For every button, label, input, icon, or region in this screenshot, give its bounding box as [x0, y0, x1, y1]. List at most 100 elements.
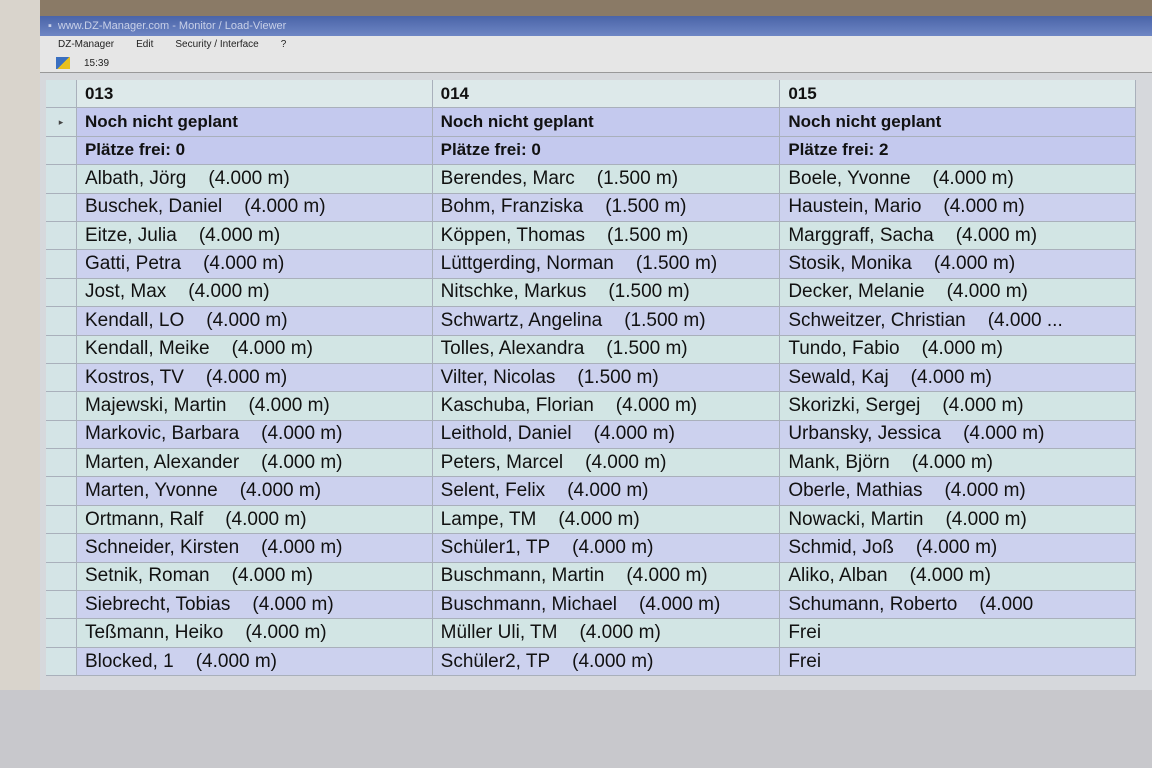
jumper-cell[interactable]: Tundo, Fabio (4.000 m)	[780, 335, 1136, 363]
row-header[interactable]	[46, 307, 77, 335]
jumper-name: Eitze, Julia	[84, 224, 177, 246]
table-row[interactable]: Teßmann, Heiko (4.000 m) Müller Uli, TM (4.…	[46, 619, 1136, 648]
jumper-cell[interactable]: Bohm, Franziska (1.500 m)	[432, 193, 781, 221]
jumper-cell[interactable]: Selent, Felix (4.000 m)	[432, 477, 781, 505]
table-row[interactable]: Setnik, Roman (4.000 m) Buschmann, Martin (…	[46, 562, 1136, 592]
table-row[interactable]: Albath, Jörg (4.000 m) Berendes, Marc (1.50…	[46, 165, 1136, 194]
jumper-cell[interactable]: Setnik, Roman (4.000 m)	[76, 562, 433, 591]
table-row[interactable]: Gatti, Petra (4.000 m) Lüttgerding, Norman…	[46, 250, 1136, 279]
jumper-cell[interactable]: Skorizki, Sergej (4.000 m)	[780, 392, 1136, 420]
jumper-cell[interactable]: Markovic, Barbara (4.000 m)	[76, 420, 433, 449]
table-row[interactable]: Buschek, Daniel (4.000 m) Bohm, Franziska (…	[46, 193, 1136, 222]
jumper-cell[interactable]: Eitze, Julia (4.000 m)	[76, 221, 433, 250]
jump-altitude: (1.500 m)	[605, 196, 687, 218]
jumper-cell[interactable]: Teßmann, Heiko (4.000 m)	[76, 619, 433, 647]
table-row[interactable]: Siebrecht, Tobias (4.000 m) Buschmann, Mic…	[46, 591, 1136, 620]
row-header[interactable]	[46, 562, 77, 591]
jumper-cell[interactable]: Kaschuba, Florian (4.000 m)	[432, 392, 781, 420]
jump-altitude: (4.000 m)	[593, 423, 675, 445]
row-header[interactable]	[46, 647, 77, 676]
row-header[interactable]	[46, 534, 77, 562]
row-header[interactable]	[46, 619, 77, 647]
jumper-cell[interactable]: Boele, Yvonne (4.000 m)	[780, 165, 1136, 193]
jumper-cell[interactable]: Blocked, 1 (4.000 m)	[76, 647, 433, 676]
jumper-cell[interactable]: Buschmann, Michael (4.000 m)	[432, 591, 781, 619]
jumper-cell[interactable]: Jost, Max (4.000 m)	[76, 278, 433, 307]
row-header[interactable]	[46, 420, 77, 449]
row-header[interactable]	[46, 449, 77, 477]
row-header[interactable]	[46, 477, 77, 505]
jumper-cell[interactable]: Frei	[780, 619, 1136, 647]
jumper-cell[interactable]: Berendes, Marc (1.500 m)	[432, 165, 781, 193]
menu-help[interactable]: ?	[280, 39, 287, 50]
table-row[interactable]: Jost, Max (4.000 m) Nitschke, Markus (1.500…	[46, 278, 1136, 308]
jumper-cell[interactable]: Sewald, Kaj (4.000 m)	[780, 363, 1136, 392]
toolbar: 15:39	[40, 54, 1152, 73]
jumper-cell[interactable]: Müller Uli, TM (4.000 m)	[432, 619, 781, 647]
table-row[interactable]: Eitze, Julia (4.000 m) Köppen, Thomas (1.50…	[46, 221, 1136, 251]
jumper-cell[interactable]: Kendall, LO (4.000 m)	[76, 307, 433, 335]
table-row[interactable]: Kostros, TV (4.000 m) Vilter, Nicolas (1.50…	[46, 363, 1136, 393]
settings-icon[interactable]	[56, 57, 70, 69]
row-header[interactable]	[46, 221, 77, 250]
jumper-cell[interactable]: Köppen, Thomas (1.500 m)	[432, 221, 781, 250]
jumper-cell[interactable]: Buschmann, Martin (4.000 m)	[432, 562, 781, 591]
row-header[interactable]	[46, 193, 77, 221]
jumper-cell[interactable]: Urbansky, Jessica (4.000 m)	[780, 420, 1136, 449]
jumper-cell[interactable]: Mank, Björn (4.000 m)	[780, 449, 1136, 477]
jumper-cell[interactable]: Aliko, Alban (4.000 m)	[780, 562, 1136, 591]
jumper-cell[interactable]: Ortmann, Ralf (4.000 m)	[76, 505, 433, 534]
jumper-cell[interactable]: Marggraff, Sacha (4.000 m)	[780, 221, 1136, 250]
table-row[interactable]: Kendall, Meike (4.000 m) Tolles, Alexandra…	[46, 335, 1136, 364]
jumper-cell[interactable]: Buschek, Daniel (4.000 m)	[76, 193, 433, 221]
jumper-cell[interactable]: Schüler2, TP (4.000 m)	[432, 647, 781, 676]
jumper-cell[interactable]: Leithold, Daniel (4.000 m)	[432, 420, 781, 449]
jumper-cell[interactable]: Tolles, Alexandra (1.500 m)	[432, 335, 781, 363]
table-row[interactable]: Marten, Yvonne (4.000 m) Selent, Felix (4.0…	[46, 477, 1136, 506]
jumper-cell[interactable]: Lampe, TM (4.000 m)	[432, 505, 781, 534]
jumper-cell[interactable]: Siebrecht, Tobias (4.000 m)	[76, 591, 433, 619]
row-header[interactable]	[46, 505, 77, 534]
jumper-cell[interactable]: Schmid, Joß (4.000 m)	[780, 534, 1136, 562]
jumper-cell[interactable]: Oberle, Mathias (4.000 m)	[780, 477, 1136, 505]
jumper-cell[interactable]: Schneider, Kirsten (4.000 m)	[76, 534, 433, 562]
table-row[interactable]: Marten, Alexander (4.000 m) Peters, Marcel…	[46, 449, 1136, 478]
jumper-cell[interactable]: Nowacki, Martin (4.000 m)	[780, 505, 1136, 534]
row-header[interactable]	[46, 363, 77, 392]
jumper-cell[interactable]: Schüler1, TP (4.000 m)	[432, 534, 781, 562]
row-header[interactable]	[46, 591, 77, 619]
jumper-cell[interactable]: Frei	[780, 647, 1136, 676]
jumper-cell[interactable]: Marten, Yvonne (4.000 m)	[76, 477, 433, 505]
menu-edit[interactable]: Edit	[136, 39, 154, 50]
jumper-cell[interactable]: Kostros, TV (4.000 m)	[76, 363, 433, 392]
jumper-cell[interactable]: Schwartz, Angelina (1.500 m)	[432, 307, 781, 335]
jumper-cell[interactable]: Kendall, Meike (4.000 m)	[76, 335, 433, 363]
jumper-cell[interactable]: Stosik, Monika (4.000 m)	[780, 250, 1136, 278]
table-row[interactable]: Kendall, LO (4.000 m) Schwartz, Angelina (1…	[46, 307, 1136, 336]
row-header[interactable]	[46, 278, 77, 307]
jumper-cell[interactable]: Marten, Alexander (4.000 m)	[76, 449, 433, 477]
table-row[interactable]: Ortmann, Ralf (4.000 m) Lampe, TM (4.000 m)…	[46, 505, 1136, 535]
table-row[interactable]: Blocked, 1 (4.000 m) Schüler2, TP (4.000 m)…	[46, 647, 1136, 677]
menu-dz-manager[interactable]: DZ-Manager	[58, 39, 115, 50]
jump-altitude: (4.000 m)	[946, 281, 1028, 303]
row-header[interactable]	[46, 392, 77, 420]
table-row[interactable]: Majewski, Martin (4.000 m) Kaschuba, Flori…	[46, 392, 1136, 421]
jumper-cell[interactable]: Decker, Melanie (4.000 m)	[780, 278, 1136, 307]
table-row[interactable]: Schneider, Kirsten (4.000 m) Schüler1, TP (…	[46, 534, 1136, 563]
jumper-cell[interactable]: Nitschke, Markus (1.500 m)	[432, 278, 781, 307]
row-header[interactable]	[46, 250, 77, 278]
jumper-cell[interactable]: Schumann, Roberto (4.000	[780, 591, 1136, 619]
jumper-cell[interactable]: Vilter, Nicolas (1.500 m)	[432, 363, 781, 392]
jumper-cell[interactable]: Majewski, Martin (4.000 m)	[76, 392, 433, 420]
table-row[interactable]: Markovic, Barbara (4.000 m) Leithold, Dani…	[46, 420, 1136, 450]
jumper-cell[interactable]: Peters, Marcel (4.000 m)	[432, 449, 781, 477]
jumper-cell[interactable]: Haustein, Mario (4.000 m)	[780, 193, 1136, 221]
row-header[interactable]	[46, 335, 77, 363]
jumper-cell[interactable]: Lüttgerding, Norman (1.500 m)	[432, 250, 781, 278]
jumper-cell[interactable]: Schweitzer, Christian (4.000 ...	[780, 307, 1136, 335]
jumper-cell[interactable]: Gatti, Petra (4.000 m)	[76, 250, 433, 278]
menu-security-interface[interactable]: Security / Interface	[175, 39, 259, 50]
row-header[interactable]	[46, 165, 77, 193]
jumper-cell[interactable]: Albath, Jörg (4.000 m)	[76, 165, 433, 193]
